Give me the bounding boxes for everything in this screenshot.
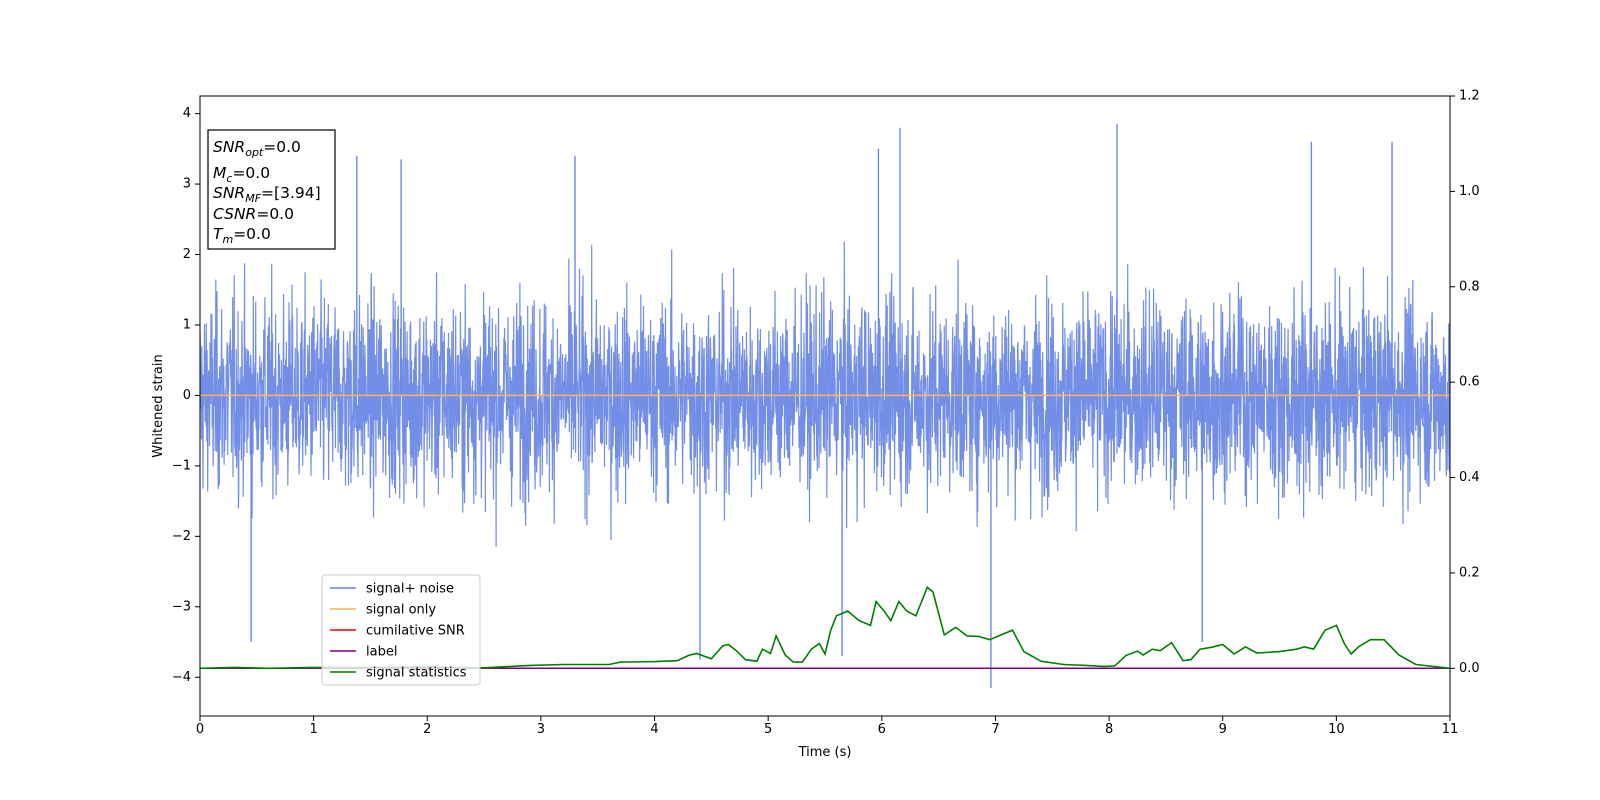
y-tick-label: −3: [172, 599, 191, 614]
mc-main: M: [213, 164, 226, 182]
x-tick-label: 2: [423, 722, 431, 737]
info-box-frame: [207, 129, 336, 250]
x-tick-label: 5: [764, 722, 772, 737]
y-axis-right: 0.0 0.2 0.4 0.6 0.8 1.0 1.2: [1450, 89, 1480, 676]
csnr-value: =0.0: [256, 205, 294, 223]
legend-label: signal statistics: [366, 666, 467, 681]
y-tick-label: −2: [172, 529, 191, 544]
x-tick-label: 0: [196, 722, 204, 737]
y-tick-label: −1: [172, 458, 191, 473]
x-axis: 0 1 2 3 4 5 6 7 8 9 10 11: [196, 716, 1458, 737]
x-tick-label: 9: [1219, 722, 1227, 737]
y-tick-label: 1: [183, 317, 191, 332]
snr-opt-main: SNR: [213, 138, 245, 156]
x-tick-label: 1: [309, 722, 317, 737]
csnr-text: CSNR=0.0: [213, 205, 294, 223]
snr-mf-sub: MF: [245, 192, 261, 205]
legend-frame: [321, 574, 481, 686]
x-tick-label: 10: [1328, 722, 1345, 737]
legend-label: label: [366, 645, 397, 660]
mc-value: =0.0: [232, 164, 270, 182]
y2-tick-label: 0.0: [1459, 661, 1480, 676]
y-tick-label: 3: [183, 177, 191, 192]
x-tick-label: 7: [991, 722, 999, 737]
snr-opt-text: SNRopt=0.0: [213, 138, 301, 159]
snr-mf-main: SNR: [213, 184, 245, 202]
mc-text: Mc=0.0: [213, 164, 270, 185]
y2-tick-label: 0.2: [1459, 565, 1480, 580]
y-tick-label: −4: [172, 670, 191, 685]
legend: signal+ noise signal only cumilative SNR la…: [321, 574, 481, 686]
snr-opt-value: =0.0: [263, 138, 301, 156]
x-tick-label: 6: [878, 722, 886, 737]
tm-text: Tm=0.0: [213, 225, 271, 246]
info-box: SNRopt=0.0 Mc=0.0 SNRMF=[3.94] CSNR=0.0 …: [207, 129, 336, 250]
y2-tick-label: 1.0: [1459, 184, 1480, 199]
y-axis-left: −4 −3 −2 −1 0 1 2 3 4: [172, 106, 200, 685]
x-tick-label: 4: [650, 722, 658, 737]
y2-tick-label: 0.6: [1459, 375, 1480, 390]
signal-statistics-line: [200, 585, 1450, 670]
y-tick-label: 2: [183, 247, 191, 262]
tm-main: T: [213, 225, 224, 243]
snr-mf-text: SNRMF=[3.94]: [213, 184, 321, 205]
plot-frame: [199, 95, 1451, 717]
tm-value: =0.0: [233, 225, 271, 243]
y2-tick-label: 0.4: [1459, 470, 1480, 485]
legend-label: signal+ noise: [366, 582, 454, 597]
mc-sub: c: [226, 172, 232, 185]
y2-tick-label: 1.2: [1459, 89, 1480, 104]
legend-label: signal only: [366, 603, 436, 618]
signal-noise-line: [200, 241, 1450, 548]
y-axis-label: Whitened strain: [151, 354, 166, 457]
x-tick-label: 11: [1442, 722, 1459, 737]
y-tick-label: 4: [183, 106, 191, 121]
legend-label: cumilative SNR: [366, 624, 465, 639]
csnr-main: CSNR: [213, 205, 256, 223]
y2-tick-label: 0.8: [1459, 279, 1480, 294]
snr-opt-sub: opt: [245, 146, 264, 159]
x-axis-label: Time (s): [798, 745, 852, 760]
y-tick-label: 0: [183, 388, 191, 403]
snr-mf-value: =[3.94]: [261, 184, 321, 202]
x-tick-label: 8: [1105, 722, 1113, 737]
x-tick-label: 3: [537, 722, 545, 737]
tm-sub: m: [222, 233, 233, 246]
